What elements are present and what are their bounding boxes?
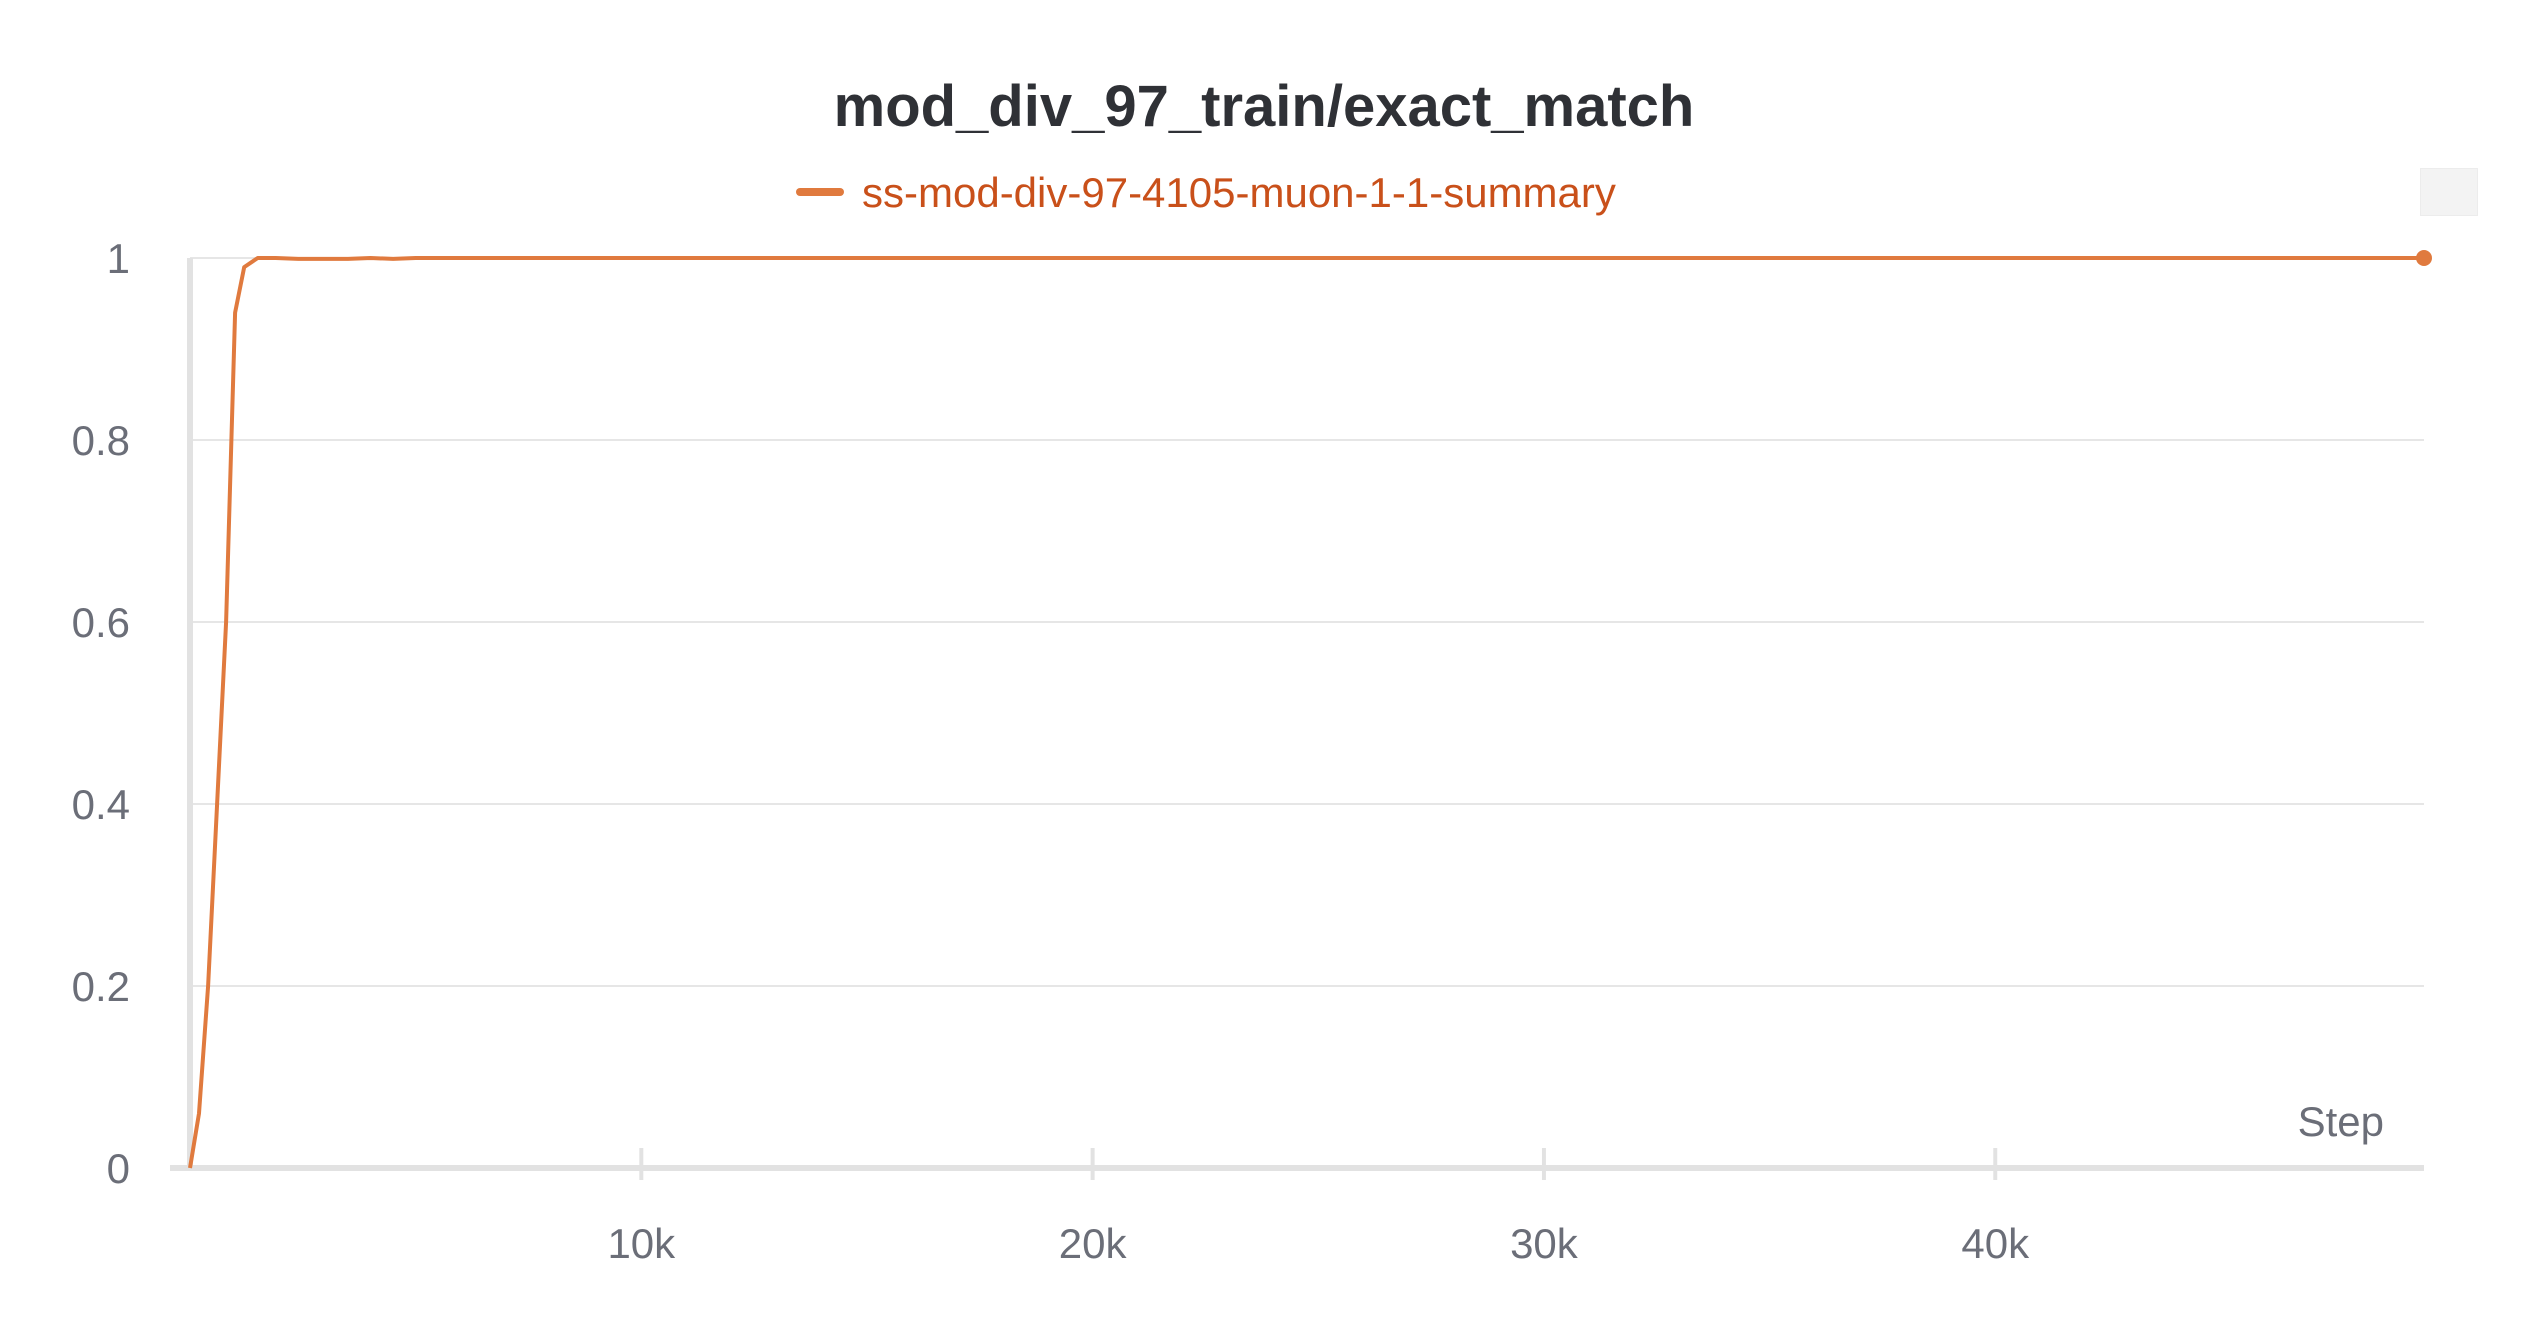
y-tick-label: 0.6 [72,599,130,646]
series-lines [188,250,2432,1169]
y-tick-label: 0.8 [72,417,130,464]
legend[interactable]: ss-mod-div-97-4105-muon-1-1-summary [796,169,1616,216]
y-tick-label: 0.2 [72,963,130,1010]
panel-menu-button[interactable] [2420,168,2478,216]
y-tick-label: 1 [107,235,130,282]
x-axis-label: Step [2298,1098,2384,1145]
x-tick-label: 30k [1510,1220,1579,1267]
y-tick-label: 0.4 [72,781,130,828]
x-tick-label: 40k [1961,1220,2030,1267]
grid-lines [190,257,2424,987]
series-end-point[interactable] [2416,250,2432,266]
y-tick-label: 0 [107,1145,130,1192]
legend-series-label[interactable]: ss-mod-div-97-4105-muon-1-1-summary [862,169,1616,216]
series-line[interactable] [188,256,2424,1169]
chart-title: mod_div_97_train/exact_match [834,74,1695,139]
tick-labels: 0 0.2 0.4 0.6 0.8 1 10k 20k 30k 40k [72,235,2031,1267]
x-tick-label: 10k [607,1220,676,1267]
axes [170,258,2424,1180]
x-tick-label: 20k [1059,1220,1128,1267]
